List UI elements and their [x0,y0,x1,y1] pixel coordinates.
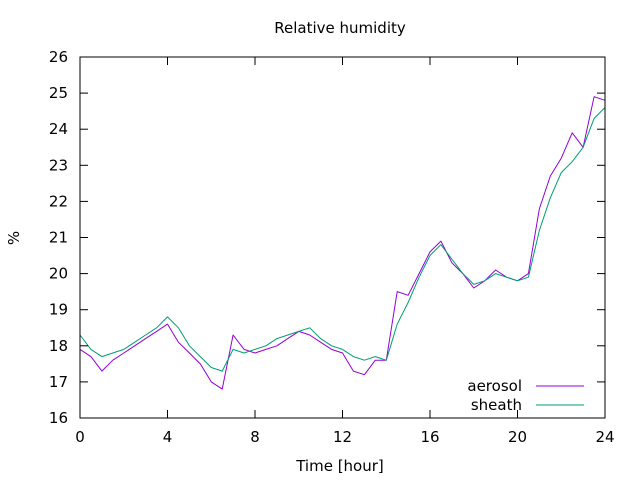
x-tick-label: 12 [333,428,352,446]
y-tick-label: 25 [49,84,68,102]
plot-frame [79,56,606,419]
y-tick-label: 26 [49,48,68,66]
x-tick-label: 24 [595,428,614,446]
y-tick-label: 19 [49,301,68,319]
x-tick-label: 4 [163,428,173,446]
x-axis-label: Time [hour] [295,457,384,475]
x-tick-label: 0 [75,428,85,446]
series-layer [79,96,606,390]
legend-label-sheath: sheath [471,396,522,414]
series-line-sheath [79,107,606,372]
y-tick-label: 24 [49,120,68,138]
x-tick-label: 8 [250,428,260,446]
x-tick-label: 20 [508,428,527,446]
y-tick-label: 17 [49,373,68,391]
y-tick-label: 16 [49,409,68,427]
y-tick-label: 22 [49,192,68,210]
y-tick-label: 18 [49,337,68,355]
chart-title: Relative humidity [274,19,406,37]
series-line-aerosol [79,96,606,390]
y-tick-label: 21 [49,229,68,247]
y-tick-label: 23 [49,156,68,174]
legend-label-aerosol: aerosol [467,377,522,395]
y-tick-label: 20 [49,265,68,283]
x-tick-label: 16 [420,428,439,446]
ticks-layer: 0 4 8 12 16 20 24 16 17 18 19 20 21 22 23 24 25 26 [49,48,615,446]
y-axis-label: % [5,231,23,245]
